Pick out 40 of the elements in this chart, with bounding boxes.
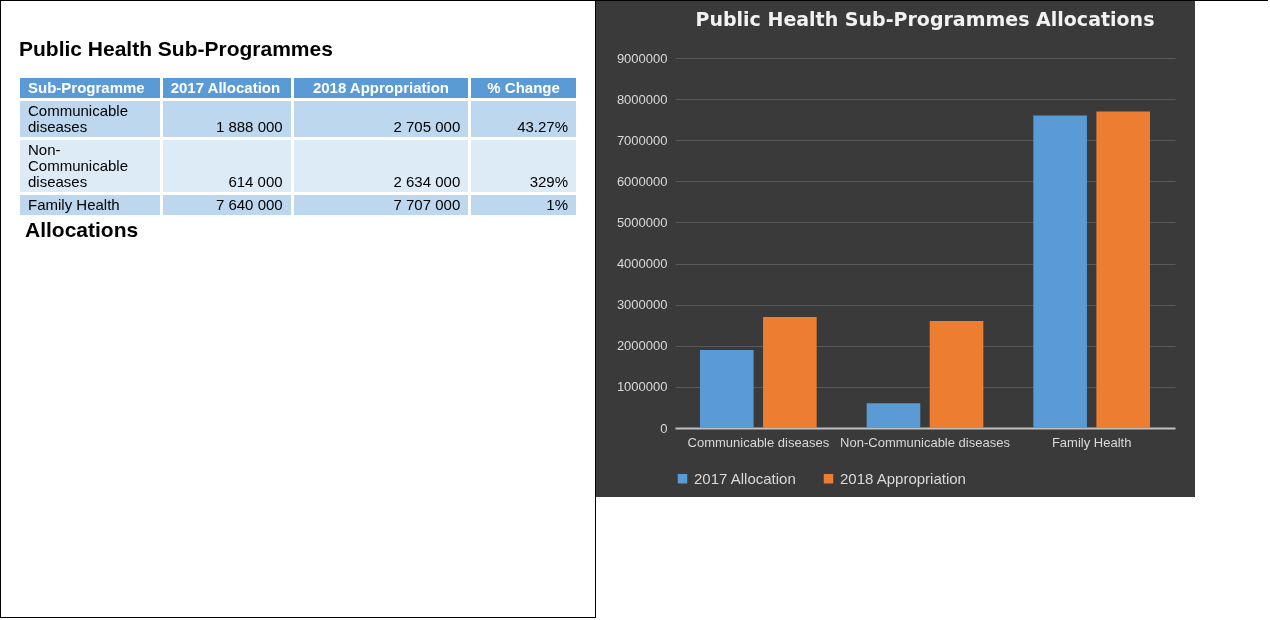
text: 1 888 000 — [162, 101, 291, 137]
chart-title: Public Health Sub-Programmes Allocations — [695, 8, 1155, 30]
x-tick-label: Non-Communicable diseases — [840, 434, 1011, 450]
text: Sub-Programme — [20, 78, 160, 98]
text: 2017 Allocation — [162, 78, 291, 98]
text: Public Health Sub-Programmes — [19, 37, 334, 61]
y-tick-label: 9000000 — [616, 50, 668, 66]
text: 43.27% — [471, 101, 576, 137]
y-tick-label: 6000000 — [616, 173, 668, 189]
bar — [700, 349, 754, 428]
text: 329% — [471, 140, 576, 192]
text: Allocations — [25, 218, 140, 242]
bar — [866, 403, 921, 428]
text: 2018 Appropriation — [293, 78, 469, 98]
text: 1% — [471, 195, 576, 215]
text: % Change — [471, 78, 576, 98]
bar — [929, 321, 984, 428]
bar — [763, 317, 817, 428]
text: 614 000 — [162, 140, 291, 192]
y-tick-label: 7000000 — [616, 132, 668, 148]
y-tick-label: 2000000 — [616, 338, 668, 354]
text: 7 707 000 — [293, 195, 469, 215]
text: 7 640 000 — [162, 195, 291, 215]
y-tick-label: 4000000 — [616, 256, 668, 272]
legend-label: 2018 Appropriation — [840, 469, 966, 487]
x-tick-label: Communicable diseases — [687, 434, 830, 450]
legend-label: 2017 Allocation — [694, 469, 796, 487]
y-tick-label: 0 — [660, 420, 668, 436]
bar — [1033, 115, 1087, 428]
y-tick-label: 1000000 — [616, 379, 668, 395]
text: 2 634 000 — [293, 140, 469, 192]
y-tick-label: 5000000 — [616, 214, 668, 230]
y-tick-label: 3000000 — [616, 297, 668, 313]
text: Communicable diseases — [20, 101, 160, 137]
text: Family Health — [20, 195, 160, 215]
bar — [1096, 111, 1150, 428]
text: Non-Communicable diseases — [20, 140, 160, 192]
text: 2 705 000 — [293, 101, 469, 137]
x-tick-label: Family Health — [1051, 434, 1132, 450]
y-tick-label: 8000000 — [616, 91, 668, 107]
